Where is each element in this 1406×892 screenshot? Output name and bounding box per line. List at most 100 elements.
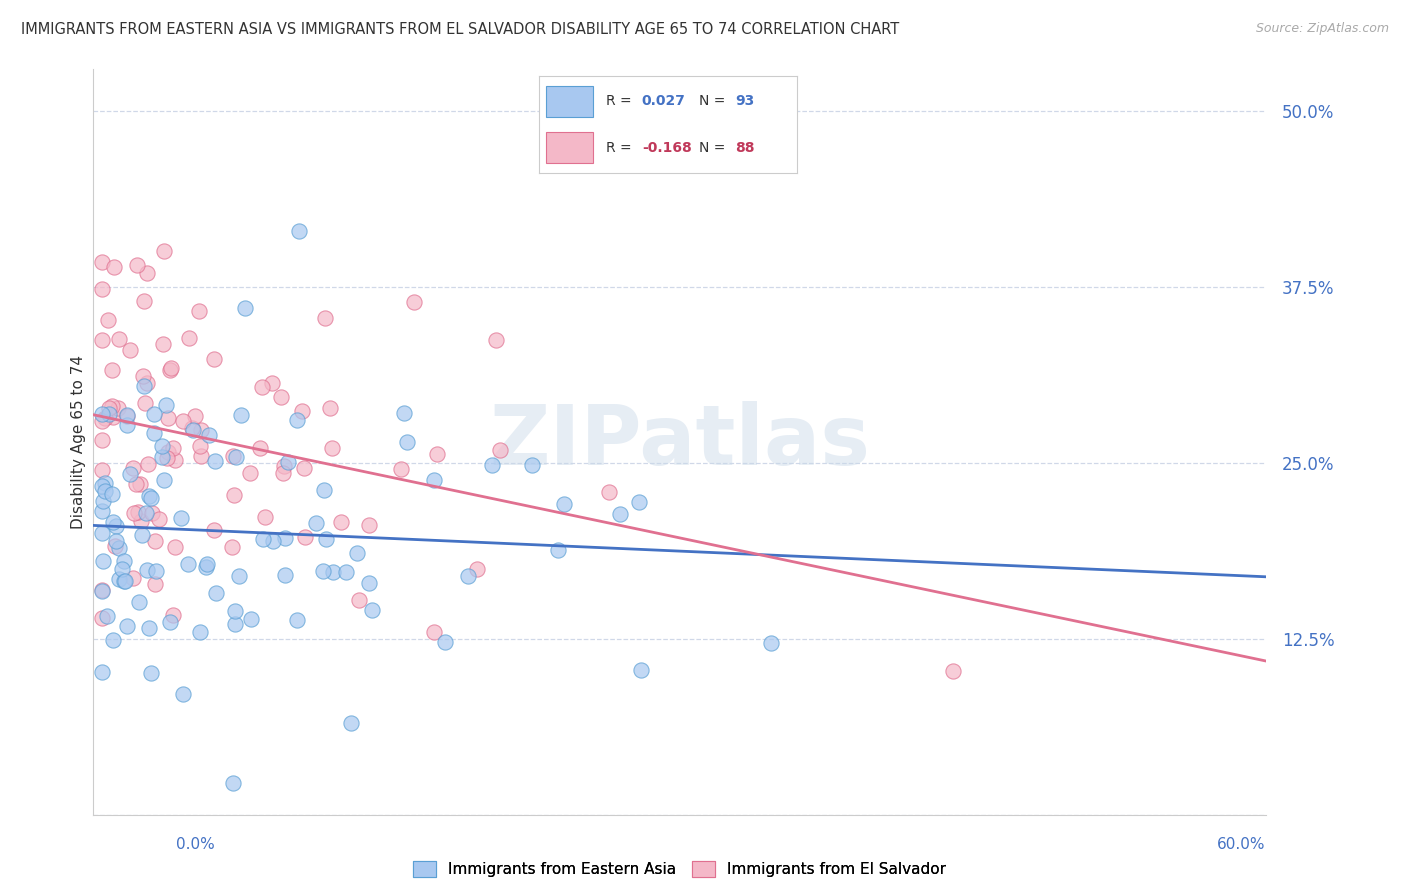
Point	[132, 294, 155, 309]
Point	[222, 776, 245, 790]
Point	[349, 593, 371, 607]
Point	[91, 463, 114, 477]
Point	[190, 449, 212, 463]
Point	[131, 527, 153, 541]
Point	[125, 476, 148, 491]
Point	[143, 577, 166, 591]
Point	[489, 443, 512, 458]
Point	[108, 541, 131, 555]
Legend: Immigrants from Eastern Asia, Immigrants from El Salvador: Immigrants from Eastern Asia, Immigrants…	[409, 856, 950, 881]
Point	[105, 534, 128, 549]
Point	[91, 665, 114, 680]
Point	[94, 411, 117, 425]
Point	[759, 636, 782, 650]
Point	[143, 425, 166, 440]
Point	[115, 409, 138, 423]
Point	[250, 380, 273, 394]
Point	[180, 421, 202, 435]
Point	[141, 506, 163, 520]
Point	[188, 624, 211, 639]
Point	[97, 401, 120, 415]
Point	[91, 434, 114, 448]
Point	[329, 516, 352, 530]
Point	[204, 453, 226, 467]
Point	[194, 560, 217, 574]
Point	[108, 332, 131, 346]
Point	[156, 411, 179, 425]
Point	[107, 401, 129, 416]
Point	[271, 466, 294, 480]
Point	[156, 450, 179, 465]
Point	[93, 484, 115, 499]
Point	[202, 523, 225, 537]
Point	[132, 368, 155, 383]
Point	[202, 351, 225, 366]
Point	[139, 666, 162, 681]
Point	[285, 413, 308, 427]
Point	[91, 333, 114, 347]
Point	[91, 583, 114, 598]
Text: Source: ZipAtlas.com: Source: ZipAtlas.com	[1256, 22, 1389, 36]
Point	[315, 533, 337, 547]
Point	[101, 515, 124, 529]
Point	[91, 414, 114, 428]
Point	[101, 399, 124, 413]
Point	[609, 507, 631, 521]
Point	[91, 504, 114, 518]
Point	[143, 533, 166, 548]
Point	[129, 476, 152, 491]
Point	[134, 378, 156, 392]
Point	[139, 491, 162, 505]
Point	[357, 576, 380, 591]
Point	[162, 608, 184, 623]
Text: IMMIGRANTS FROM EASTERN ASIA VS IMMIGRANTS FROM EL SALVADOR DISABILITY AGE 65 TO: IMMIGRANTS FROM EASTERN ASIA VS IMMIGRAN…	[21, 22, 900, 37]
Point	[101, 487, 124, 501]
Point	[172, 687, 194, 701]
Point	[135, 266, 157, 280]
Point	[228, 569, 250, 583]
Point	[335, 565, 357, 579]
Point	[122, 506, 145, 520]
Point	[457, 568, 479, 582]
Text: ZIPatlas: ZIPatlas	[489, 401, 870, 482]
Point	[153, 473, 176, 487]
Point	[553, 497, 575, 511]
Point	[91, 478, 114, 492]
Point	[91, 407, 114, 421]
Point	[340, 716, 363, 731]
Point	[285, 613, 308, 627]
Point	[235, 301, 257, 315]
Point	[134, 396, 156, 410]
Point	[91, 584, 114, 599]
Point	[184, 409, 207, 424]
Point	[111, 561, 134, 575]
Point	[426, 447, 449, 461]
Point	[135, 506, 157, 520]
Point	[159, 363, 181, 377]
Point	[143, 407, 166, 421]
Point	[138, 489, 160, 503]
Point	[104, 539, 127, 553]
Text: 0.0%: 0.0%	[176, 837, 215, 852]
Point	[150, 450, 173, 464]
Point	[222, 449, 245, 463]
Point	[112, 554, 135, 568]
Point	[484, 333, 506, 347]
Point	[240, 612, 263, 626]
Point	[294, 530, 316, 544]
Point	[465, 562, 488, 576]
Point	[312, 564, 335, 578]
Point	[159, 615, 181, 629]
Point	[630, 663, 652, 677]
Point	[159, 361, 181, 376]
Point	[152, 336, 174, 351]
Point	[156, 445, 179, 459]
Point	[396, 434, 419, 449]
Point	[148, 511, 170, 525]
Point	[224, 617, 246, 632]
Point	[392, 406, 415, 420]
Point	[205, 586, 228, 600]
Point	[224, 488, 246, 502]
Point	[97, 313, 120, 327]
Point	[520, 458, 543, 472]
